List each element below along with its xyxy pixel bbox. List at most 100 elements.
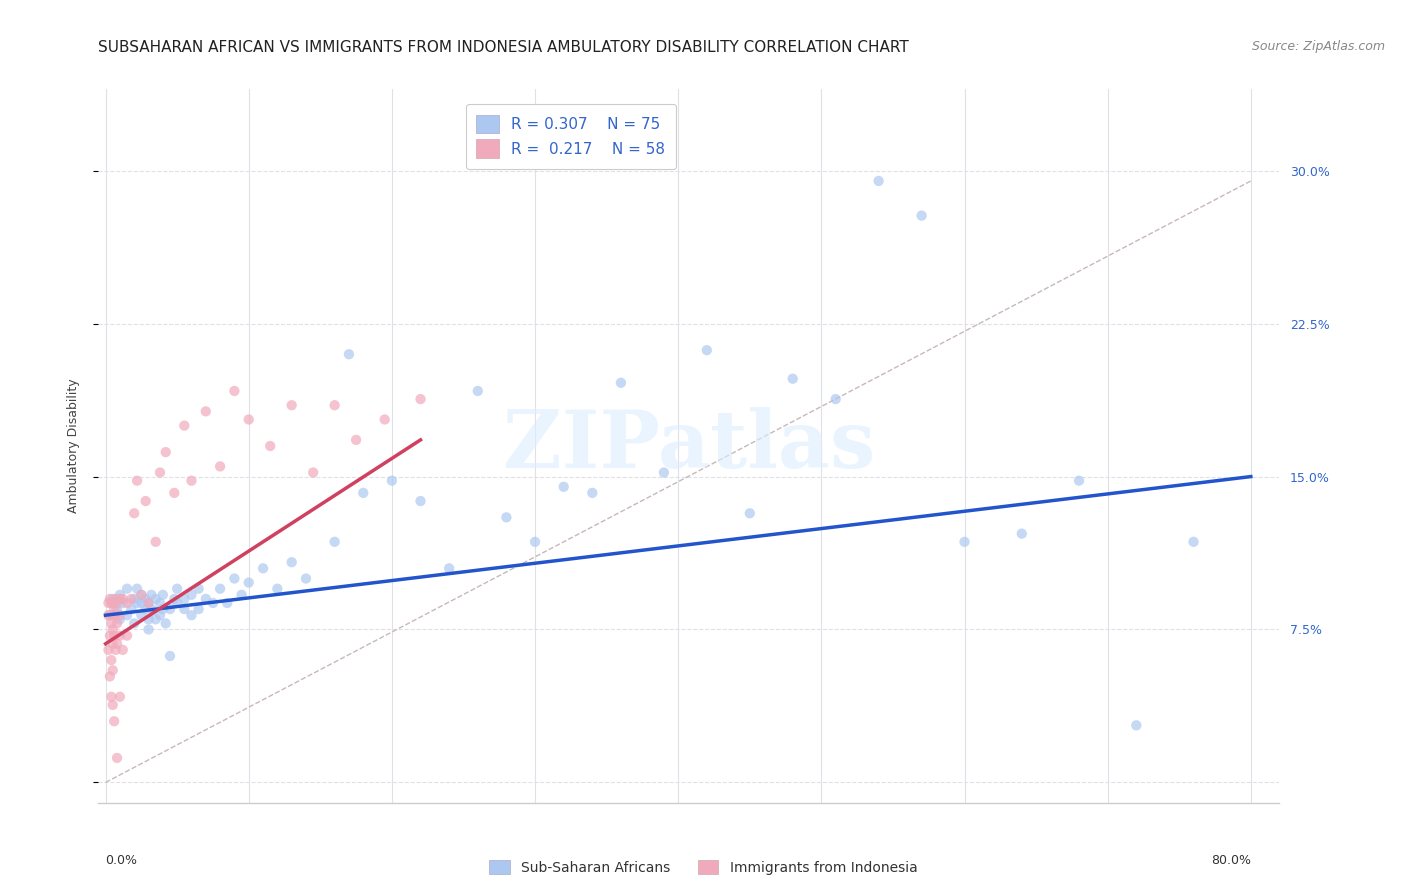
- Point: [101, 608, 124, 623]
- Point: [1125, 718, 1147, 732]
- Point: [1182, 534, 1205, 549]
- Legend: R = 0.307    N = 75, R =  0.217    N = 58: R = 0.307 N = 75, R = 0.217 N = 58: [465, 104, 676, 169]
- Point: [138, 596, 160, 610]
- Point: [131, 608, 153, 623]
- Point: [173, 591, 195, 606]
- Point: [131, 588, 153, 602]
- Point: [1011, 526, 1033, 541]
- Text: SUBSAHARAN AFRICAN VS IMMIGRANTS FROM INDONESIA AMBULATORY DISABILITY CORRELATIO: SUBSAHARAN AFRICAN VS IMMIGRANTS FROM IN…: [98, 40, 910, 55]
- Point: [302, 466, 325, 480]
- Point: [166, 582, 188, 596]
- Point: [98, 608, 121, 623]
- Point: [135, 494, 157, 508]
- Point: [100, 616, 122, 631]
- Point: [135, 602, 157, 616]
- Point: [295, 572, 318, 586]
- Point: [738, 506, 761, 520]
- Point: [217, 596, 239, 610]
- Point: [581, 486, 603, 500]
- Point: [108, 690, 131, 704]
- Point: [125, 596, 148, 610]
- Point: [100, 596, 122, 610]
- Text: 80.0%: 80.0%: [1211, 854, 1251, 867]
- Point: [652, 466, 675, 480]
- Point: [280, 398, 302, 412]
- Point: [103, 629, 125, 643]
- Point: [868, 174, 890, 188]
- Point: [610, 376, 633, 390]
- Point: [166, 596, 188, 610]
- Point: [97, 608, 120, 623]
- Point: [101, 591, 124, 606]
- Point: [100, 690, 122, 704]
- Point: [100, 653, 122, 667]
- Point: [104, 608, 127, 623]
- Point: [122, 591, 145, 606]
- Point: [122, 506, 145, 520]
- Point: [159, 602, 181, 616]
- Point: [352, 486, 374, 500]
- Point: [180, 588, 202, 602]
- Point: [115, 582, 138, 596]
- Point: [101, 663, 124, 677]
- Point: [409, 392, 432, 406]
- Point: [108, 608, 131, 623]
- Point: [467, 384, 489, 398]
- Point: [101, 596, 124, 610]
- Point: [782, 372, 804, 386]
- Point: [323, 534, 346, 549]
- Text: 0.0%: 0.0%: [105, 854, 138, 867]
- Point: [101, 623, 124, 637]
- Point: [105, 596, 128, 610]
- Point: [108, 629, 131, 643]
- Point: [145, 534, 167, 549]
- Point: [524, 534, 547, 549]
- Point: [344, 433, 367, 447]
- Point: [115, 629, 138, 643]
- Point: [101, 698, 124, 712]
- Point: [149, 466, 172, 480]
- Point: [105, 602, 128, 616]
- Point: [374, 412, 396, 426]
- Point: [437, 561, 460, 575]
- Point: [141, 588, 163, 602]
- Point: [103, 714, 125, 729]
- Y-axis label: Ambulatory Disability: Ambulatory Disability: [67, 379, 80, 513]
- Point: [108, 612, 131, 626]
- Point: [163, 486, 186, 500]
- Point: [131, 588, 153, 602]
- Point: [159, 648, 181, 663]
- Point: [104, 591, 127, 606]
- Point: [145, 591, 167, 606]
- Point: [111, 591, 134, 606]
- Point: [187, 602, 209, 616]
- Point: [115, 608, 138, 623]
- Point: [238, 412, 260, 426]
- Point: [409, 494, 432, 508]
- Point: [209, 459, 232, 474]
- Point: [125, 474, 148, 488]
- Point: [953, 534, 976, 549]
- Text: Source: ZipAtlas.com: Source: ZipAtlas.com: [1251, 40, 1385, 54]
- Point: [125, 582, 148, 596]
- Point: [115, 596, 138, 610]
- Point: [224, 384, 246, 398]
- Point: [104, 643, 127, 657]
- Point: [111, 643, 134, 657]
- Point: [105, 616, 128, 631]
- Point: [105, 751, 128, 765]
- Point: [120, 602, 142, 616]
- Point: [98, 629, 121, 643]
- Point: [1067, 474, 1090, 488]
- Point: [145, 612, 167, 626]
- Point: [259, 439, 281, 453]
- Point: [108, 588, 131, 602]
- Point: [194, 404, 217, 418]
- Point: [209, 582, 232, 596]
- Point: [108, 591, 131, 606]
- Point: [155, 445, 177, 459]
- Point: [180, 474, 202, 488]
- Point: [111, 596, 134, 610]
- Point: [149, 596, 172, 610]
- Point: [824, 392, 846, 406]
